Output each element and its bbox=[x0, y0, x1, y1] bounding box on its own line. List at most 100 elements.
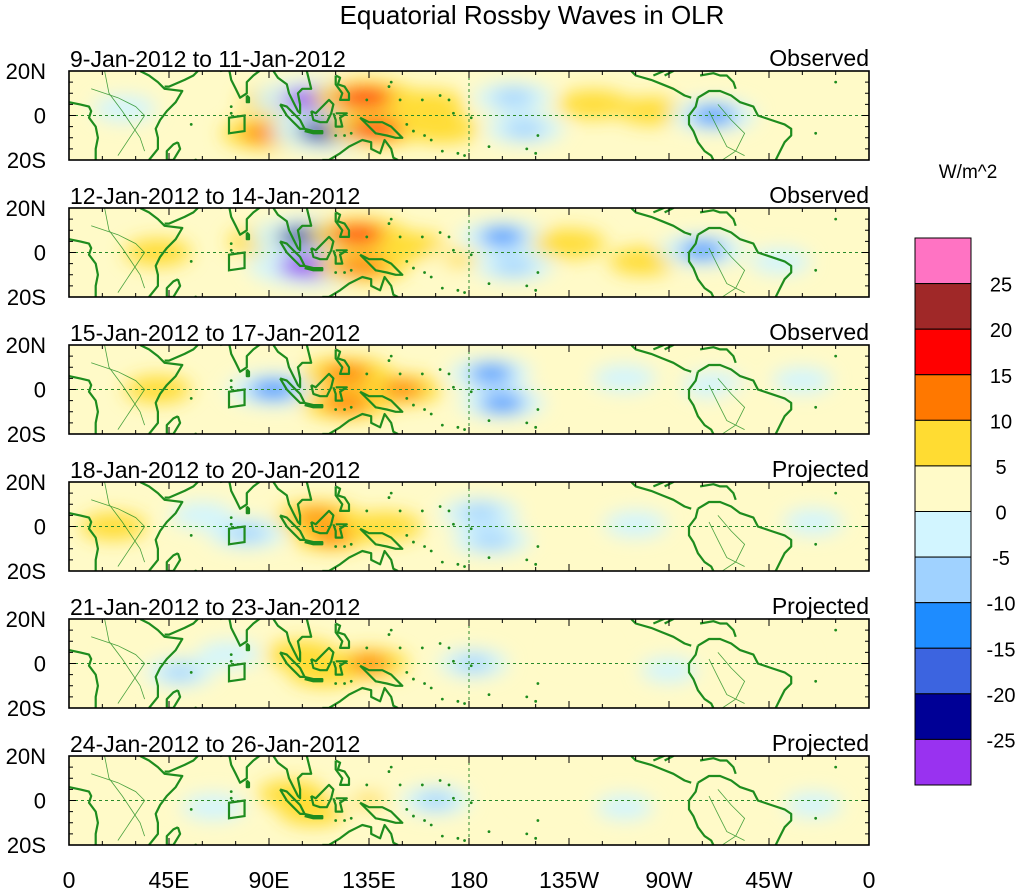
y-tick-label: 20S bbox=[7, 148, 46, 173]
border-line bbox=[91, 225, 146, 293]
coastline-segment bbox=[165, 552, 182, 571]
anomaly-core bbox=[336, 87, 393, 108]
panels: 20N 0 20S 9-Jan-2012 to 11-Jan-2012 Observed… bbox=[6, 45, 870, 858]
coastline-segment bbox=[272, 208, 313, 252]
anomaly-core bbox=[543, 513, 573, 527]
coastline-segment bbox=[630, 482, 692, 510]
island-dot bbox=[447, 98, 451, 102]
island-dot bbox=[487, 556, 491, 560]
anomaly-core bbox=[409, 96, 449, 113]
anomaly-core bbox=[492, 89, 535, 106]
coastline-segment bbox=[310, 235, 335, 261]
coastline-segment bbox=[630, 208, 692, 236]
coastline-segment bbox=[699, 757, 737, 775]
island-dot bbox=[405, 260, 409, 263]
colorbar-swatch bbox=[914, 511, 972, 558]
coastline-segment bbox=[322, 823, 399, 845]
anomaly-core bbox=[721, 787, 750, 801]
anomaly-core bbox=[349, 119, 403, 139]
x-tick-label: 180 bbox=[450, 867, 488, 890]
coastline-segment bbox=[165, 278, 182, 297]
panel-date-range: 18-Jan-2012 to 20-Jan-2012 bbox=[70, 457, 360, 483]
island-dot bbox=[229, 516, 233, 519]
colorbar-label: 5 bbox=[995, 457, 1006, 479]
coastline-segment bbox=[304, 812, 324, 820]
y-tick-label: 20S bbox=[7, 285, 46, 310]
island-dot bbox=[447, 235, 451, 239]
y-tick-label: 20N bbox=[6, 744, 46, 769]
x-axis: 0 45E 90E 135E 180 135W 90W 45W 0 bbox=[63, 867, 876, 890]
border-line bbox=[717, 241, 746, 297]
coastline-segment bbox=[334, 759, 351, 787]
coastline-segment bbox=[164, 482, 199, 499]
island-dot bbox=[834, 628, 838, 632]
anomaly-core bbox=[479, 228, 526, 246]
island-dot bbox=[229, 111, 233, 115]
border-line bbox=[91, 499, 146, 567]
colorbar-label: 10 bbox=[990, 411, 1012, 433]
island-dot bbox=[469, 116, 473, 120]
border-line bbox=[708, 658, 745, 704]
coastline-segment bbox=[272, 345, 313, 389]
island-dot bbox=[452, 248, 455, 252]
anomaly-core bbox=[140, 245, 176, 260]
island-dot bbox=[463, 428, 466, 431]
colorbar-label: -25 bbox=[987, 730, 1016, 752]
island-dot bbox=[525, 832, 529, 836]
island-dot bbox=[536, 682, 540, 685]
y-tick-label: 20N bbox=[6, 196, 46, 221]
coastline-segment bbox=[322, 686, 399, 708]
colorbar-swatch bbox=[914, 693, 972, 740]
coastline-segment bbox=[687, 645, 715, 708]
anomaly-core bbox=[423, 121, 462, 137]
colorbar-label: -15 bbox=[987, 639, 1016, 661]
coastline-segment bbox=[322, 549, 399, 571]
anomaly-core bbox=[212, 647, 246, 662]
border-line bbox=[708, 521, 745, 567]
colorbar-swatch bbox=[914, 237, 972, 285]
island-dot bbox=[463, 291, 466, 294]
border-line bbox=[717, 789, 746, 845]
colorbar-swatch bbox=[914, 602, 972, 649]
coastline-segment bbox=[310, 646, 335, 672]
coastline-segment bbox=[164, 619, 199, 636]
borders bbox=[91, 619, 746, 708]
coastline-segment bbox=[245, 505, 251, 515]
island-dot bbox=[463, 839, 466, 842]
coastline-segment bbox=[699, 346, 737, 364]
island-dot bbox=[387, 496, 391, 499]
island-dot bbox=[189, 808, 193, 811]
coastline-segment bbox=[245, 779, 251, 789]
coastline-segment bbox=[304, 675, 324, 683]
panel-status: Observed bbox=[769, 319, 869, 345]
island-dot bbox=[834, 765, 838, 769]
island-dot bbox=[229, 379, 233, 382]
coastline-segment bbox=[359, 527, 404, 550]
anomaly-core bbox=[532, 787, 562, 801]
anomaly-core bbox=[679, 241, 726, 259]
panel-5: 20N 0 20S 21-Jan-2012 to 23-Jan-2012 Project… bbox=[6, 593, 870, 721]
island-dot bbox=[438, 94, 442, 97]
anomaly-core bbox=[196, 800, 230, 815]
coastline-segment bbox=[272, 756, 313, 800]
y-tick-label: 20S bbox=[7, 422, 46, 447]
anomaly-core bbox=[574, 96, 613, 113]
island-dot bbox=[229, 385, 233, 389]
island-dot bbox=[343, 408, 346, 411]
colorbar-swatch bbox=[914, 419, 972, 467]
border-line bbox=[91, 773, 146, 841]
coastline-segment bbox=[310, 783, 335, 809]
island-dot bbox=[814, 268, 818, 272]
island-dot bbox=[334, 682, 338, 685]
coastline-segment bbox=[69, 101, 100, 160]
coastline-segment bbox=[304, 127, 324, 135]
island-dot bbox=[189, 534, 193, 537]
island-dot bbox=[349, 268, 353, 272]
island-dot bbox=[423, 271, 426, 274]
island-dot bbox=[469, 527, 473, 531]
coastline-segment bbox=[697, 637, 793, 708]
island-dot bbox=[387, 633, 391, 636]
coastline-segment bbox=[220, 345, 262, 373]
colorbar-swatch bbox=[914, 647, 972, 695]
island-dot bbox=[343, 271, 346, 274]
